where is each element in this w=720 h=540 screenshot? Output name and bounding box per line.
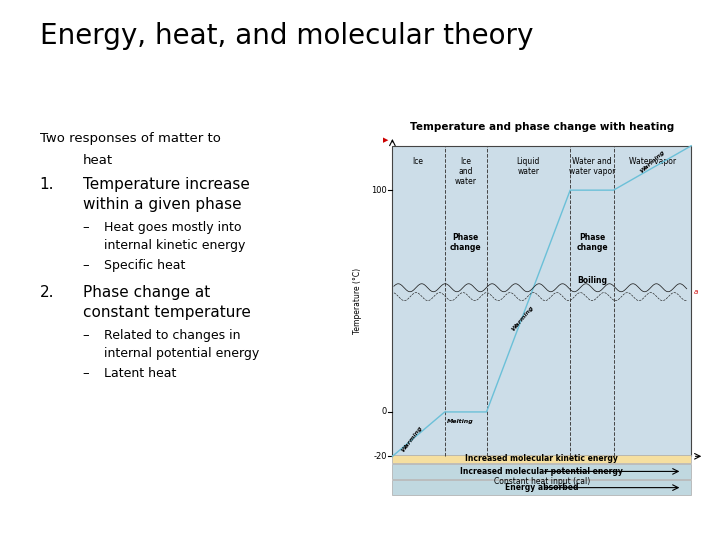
Text: Increased molecular kinetic energy: Increased molecular kinetic energy bbox=[465, 454, 618, 463]
Text: Ice: Ice bbox=[413, 157, 423, 166]
Text: 0: 0 bbox=[382, 408, 387, 416]
Text: Phase change at: Phase change at bbox=[83, 285, 210, 300]
Bar bbox=[392, 146, 691, 456]
Text: Constant heat input (cal): Constant heat input (cal) bbox=[494, 477, 590, 486]
Text: Increased molecular potential energy: Increased molecular potential energy bbox=[460, 467, 624, 476]
Text: within a given phase: within a given phase bbox=[83, 197, 241, 212]
Text: Energy, heat, and molecular theory: Energy, heat, and molecular theory bbox=[40, 22, 533, 50]
Text: Specific heat: Specific heat bbox=[104, 259, 186, 272]
Text: –: – bbox=[83, 259, 89, 272]
Text: 2.: 2. bbox=[40, 285, 54, 300]
Text: Warming: Warming bbox=[510, 305, 534, 333]
Text: Phase
change: Phase change bbox=[576, 233, 608, 252]
Text: Two responses of matter to: Two responses of matter to bbox=[40, 132, 220, 145]
Text: Boiling: Boiling bbox=[577, 276, 607, 285]
Text: Warming: Warming bbox=[400, 424, 423, 453]
Text: heat: heat bbox=[83, 154, 113, 167]
Text: Related to changes in: Related to changes in bbox=[104, 329, 241, 342]
Text: 1.: 1. bbox=[40, 177, 54, 192]
Text: Heat goes mostly into: Heat goes mostly into bbox=[104, 221, 242, 234]
Bar bbox=[392, 480, 691, 495]
Bar bbox=[392, 464, 691, 479]
Text: ▶: ▶ bbox=[384, 137, 389, 144]
Text: –: – bbox=[83, 221, 89, 234]
Text: Energy absorbed: Energy absorbed bbox=[505, 483, 579, 492]
Text: Warming: Warming bbox=[639, 149, 666, 174]
Text: Water and
water vapor: Water and water vapor bbox=[569, 157, 615, 176]
Text: -20: -20 bbox=[373, 452, 387, 461]
Text: –: – bbox=[83, 329, 89, 342]
Text: Temperature increase: Temperature increase bbox=[83, 177, 250, 192]
Bar bbox=[392, 455, 691, 463]
Text: Liquid
water: Liquid water bbox=[517, 157, 540, 176]
Text: Temperature and phase change with heating: Temperature and phase change with heatin… bbox=[410, 122, 674, 132]
Text: internal kinetic energy: internal kinetic energy bbox=[104, 239, 246, 252]
Text: a: a bbox=[693, 289, 698, 295]
Text: Ice
and
water: Ice and water bbox=[454, 157, 477, 186]
Text: constant temperature: constant temperature bbox=[83, 305, 251, 320]
Text: internal potential energy: internal potential energy bbox=[104, 347, 260, 360]
Text: Latent heat: Latent heat bbox=[104, 367, 177, 380]
Text: 100: 100 bbox=[371, 186, 387, 194]
Text: Temperature (°C): Temperature (°C) bbox=[354, 268, 362, 334]
Text: Water vapor: Water vapor bbox=[629, 157, 676, 166]
Text: –: – bbox=[83, 367, 89, 380]
Text: Phase
change: Phase change bbox=[450, 233, 482, 252]
Text: Melting: Melting bbox=[447, 418, 474, 423]
